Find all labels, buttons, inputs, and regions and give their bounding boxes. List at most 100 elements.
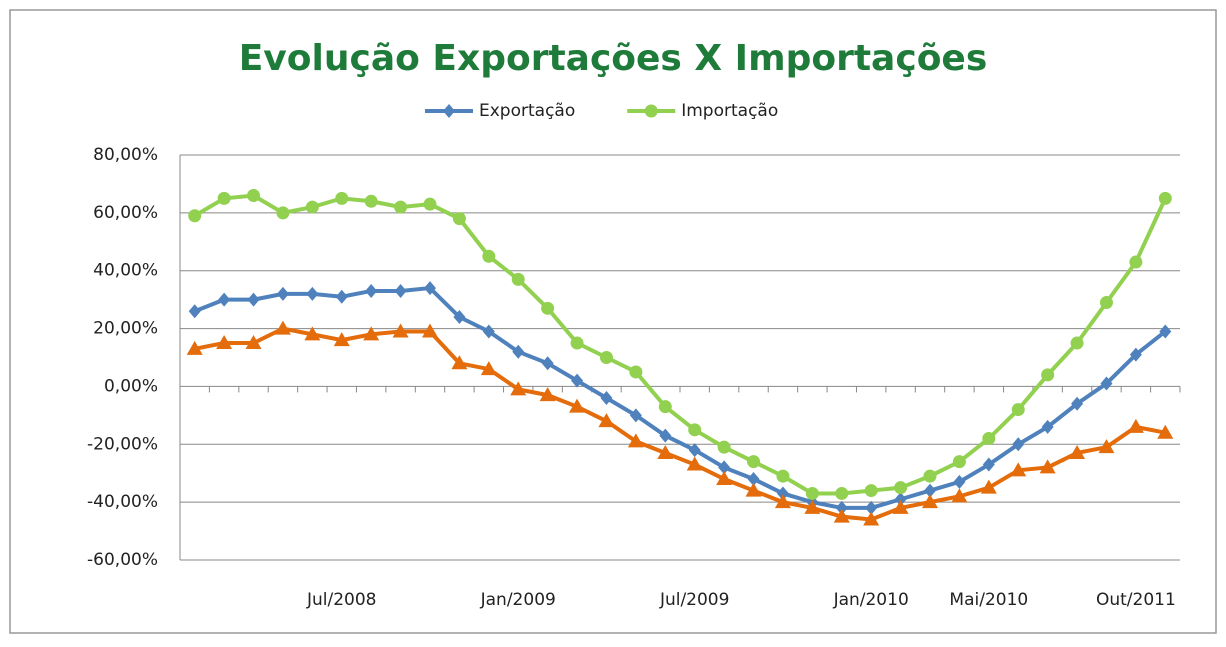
- data-point: [924, 483, 936, 498]
- data-point: [186, 340, 203, 355]
- data-point: [716, 471, 733, 485]
- data-point: [923, 469, 937, 483]
- legend-label: Importação: [681, 101, 778, 121]
- y-tick-label: 20,00%: [93, 319, 158, 339]
- data-point: [363, 326, 380, 341]
- data-point: [274, 320, 291, 335]
- data-point: [276, 206, 290, 220]
- data-point: [1012, 437, 1025, 452]
- data-point: [365, 283, 378, 298]
- data-point: [247, 189, 261, 202]
- y-tick-label: 0,00%: [104, 376, 158, 396]
- data-point: [541, 301, 555, 315]
- data-point: [1100, 376, 1113, 391]
- data-point: [1129, 347, 1142, 362]
- data-point: [276, 286, 289, 301]
- data-point: [1011, 403, 1025, 417]
- data-point: [541, 356, 554, 371]
- data-point: [745, 482, 762, 497]
- data-point: [894, 481, 908, 495]
- data-point: [217, 191, 231, 205]
- data-point: [894, 492, 907, 507]
- data-point: [863, 511, 880, 526]
- data-point: [1157, 424, 1174, 439]
- data-point: [453, 310, 466, 324]
- data-point: [335, 289, 348, 304]
- data-point: [717, 440, 731, 454]
- data-point: [1099, 296, 1113, 310]
- data-point: [1069, 444, 1086, 459]
- data-point: [951, 488, 968, 503]
- data-point: [570, 336, 584, 350]
- data-point: [776, 486, 789, 501]
- data-point: [774, 494, 791, 509]
- chart-title: Evolução Exportações X Importações: [239, 38, 988, 79]
- data-point: [539, 387, 556, 402]
- data-point: [335, 191, 349, 205]
- data-point: [892, 499, 909, 514]
- data-point: [423, 197, 437, 211]
- data-point: [512, 344, 525, 359]
- data-point: [247, 292, 260, 307]
- data-point: [304, 326, 321, 341]
- x-tick-label: Out/2011: [1096, 590, 1176, 610]
- data-point: [686, 456, 703, 471]
- data-point: [804, 499, 821, 514]
- data-point: [1129, 255, 1143, 269]
- data-point: [1041, 368, 1055, 382]
- data-point: [422, 323, 438, 338]
- series-line: [194, 326, 1166, 522]
- y-tick-label: 60,00%: [93, 203, 158, 223]
- legend-marker: [443, 104, 455, 118]
- legend-label: Exportação: [479, 101, 575, 121]
- data-point: [1159, 324, 1172, 339]
- data-point: [657, 444, 674, 459]
- data-point: [392, 323, 409, 338]
- series-line: [193, 193, 1168, 496]
- data-point: [306, 286, 319, 301]
- data-point: [598, 413, 615, 428]
- data-point: [982, 457, 995, 472]
- data-point: [776, 469, 790, 483]
- data-point: [982, 432, 996, 445]
- data-point: [452, 212, 466, 226]
- y-tick-label: -40,00%: [87, 492, 158, 512]
- data-point: [1070, 336, 1084, 350]
- legend-marker: [644, 104, 658, 118]
- data-point: [747, 455, 761, 469]
- data-point: [482, 249, 496, 263]
- data-point: [188, 304, 201, 319]
- data-point: [600, 391, 613, 405]
- x-tick-label: Jan/2010: [833, 590, 909, 610]
- data-point: [865, 500, 878, 515]
- data-point: [216, 335, 233, 350]
- data-point: [864, 484, 878, 498]
- data-point: [1158, 191, 1172, 205]
- x-tick-label: Mai/2010: [949, 590, 1028, 610]
- series-line: [193, 285, 1167, 510]
- data-point: [511, 272, 525, 286]
- y-tick-label: -60,00%: [87, 550, 158, 570]
- data-point: [305, 200, 319, 214]
- data-point: [629, 408, 642, 423]
- data-point: [659, 428, 672, 443]
- data-point: [569, 398, 586, 413]
- data-point: [424, 281, 436, 296]
- data-point: [805, 486, 819, 500]
- data-point: [833, 508, 850, 523]
- data-point: [480, 361, 497, 376]
- data-point: [658, 400, 672, 414]
- y-tick-label: -20,00%: [87, 434, 158, 454]
- data-point: [1127, 418, 1144, 433]
- data-point: [1010, 462, 1027, 477]
- y-tick-label: 40,00%: [93, 261, 158, 281]
- data-point: [627, 433, 644, 448]
- y-tick-label: 80,00%: [93, 145, 158, 165]
- data-point: [629, 365, 643, 379]
- data-point: [835, 486, 849, 500]
- data-point: [747, 472, 760, 486]
- x-tick-label: Jul/2009: [659, 590, 730, 610]
- data-point: [218, 292, 231, 307]
- data-point: [688, 423, 702, 437]
